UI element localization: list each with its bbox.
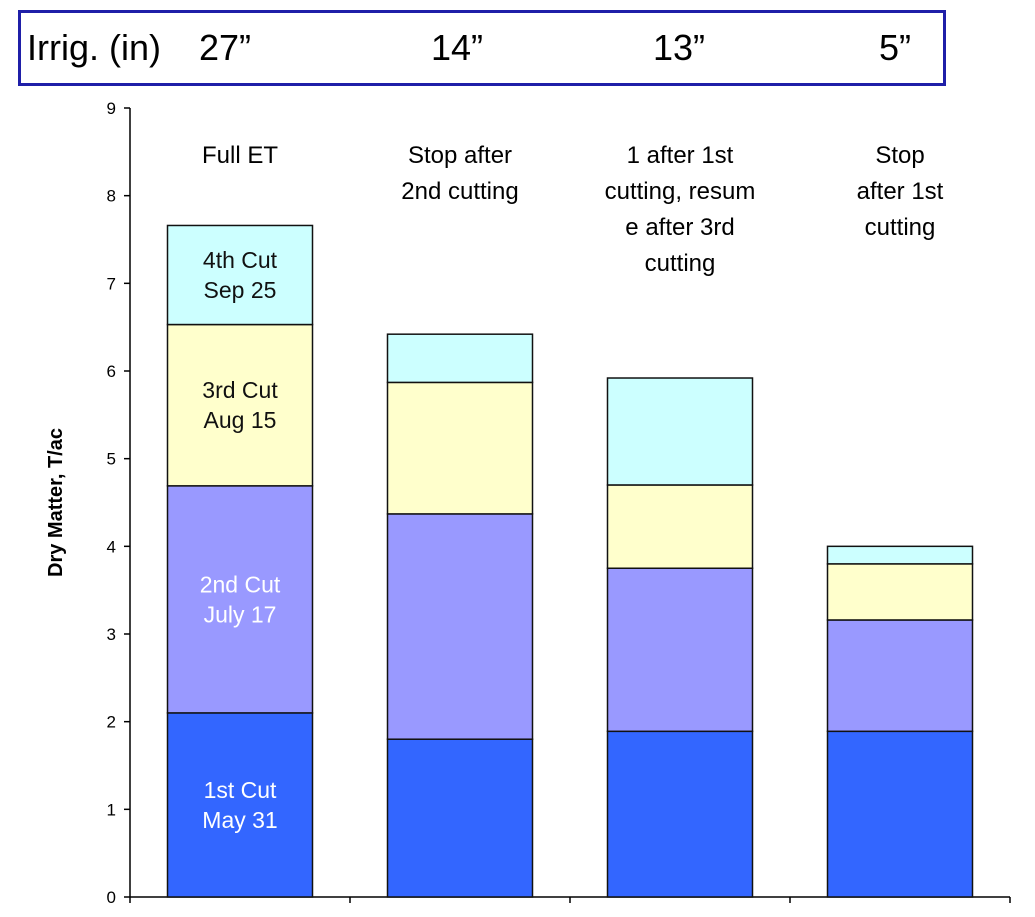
- irrigation-header-box: Irrig. (in) 27” 14” 13” 5”: [18, 10, 946, 86]
- segment-label: May 31: [202, 807, 277, 833]
- category-label: cutting, resum: [605, 178, 756, 205]
- bar-segment: [606, 730, 754, 898]
- irrigation-label: Irrig. (in): [27, 27, 161, 68]
- irrigation-value: 27”: [199, 27, 252, 68]
- y-tick-label: 6: [107, 362, 116, 381]
- segment-label: 4th Cut: [203, 247, 278, 273]
- y-axis-title: Dry Matter, T/ac: [45, 428, 67, 577]
- bar-segment: [826, 545, 974, 565]
- bar-segment: [166, 712, 314, 898]
- segment-label: 2nd Cut: [200, 571, 281, 597]
- segment-label: 1st Cut: [204, 777, 277, 803]
- bar-segment: [606, 484, 754, 570]
- y-tick-label: 1: [107, 800, 116, 819]
- irrigation-value: 13”: [653, 27, 706, 68]
- irrigation-value: 14”: [431, 27, 484, 68]
- y-tick-label: 8: [107, 187, 116, 206]
- category-label: cutting: [645, 250, 716, 277]
- bar-segment: [826, 730, 974, 898]
- segment-label: Sep 25: [204, 277, 277, 303]
- bar-segment: [386, 381, 534, 515]
- bar-segment: [166, 224, 314, 326]
- category-label: after 1st: [857, 178, 944, 205]
- irrigation-value: 5”: [879, 27, 912, 68]
- category-label: Stop after: [408, 142, 512, 169]
- y-tick-label: 7: [107, 274, 116, 293]
- bar-segment: [826, 619, 974, 733]
- category-label: Stop: [875, 142, 924, 169]
- category-label: 2nd cutting: [401, 178, 518, 205]
- category-label: e after 3rd: [625, 214, 734, 241]
- segment-label: 3rd Cut: [202, 377, 278, 403]
- y-tick-label: 5: [107, 450, 116, 469]
- bar-segment: [386, 513, 534, 740]
- bar-segment: [166, 485, 314, 714]
- category-label: 1 after 1st: [627, 142, 734, 169]
- y-tick-label: 0: [107, 888, 116, 907]
- y-tick-label: 3: [107, 625, 116, 644]
- bar-segment: [826, 563, 974, 621]
- bar-segment: [606, 567, 754, 733]
- y-tick-label: 2: [107, 713, 116, 732]
- bar-segment: [386, 333, 534, 384]
- category-label: Full ET: [202, 142, 278, 169]
- category-label: cutting: [865, 214, 936, 241]
- y-tick-label: 9: [107, 99, 116, 118]
- bar-segment: [606, 377, 754, 486]
- segment-label: July 17: [204, 601, 277, 627]
- y-tick-label: 4: [107, 537, 116, 556]
- bar-segment: [386, 738, 534, 898]
- bar-segment: [166, 323, 314, 487]
- segment-label: Aug 15: [204, 407, 277, 433]
